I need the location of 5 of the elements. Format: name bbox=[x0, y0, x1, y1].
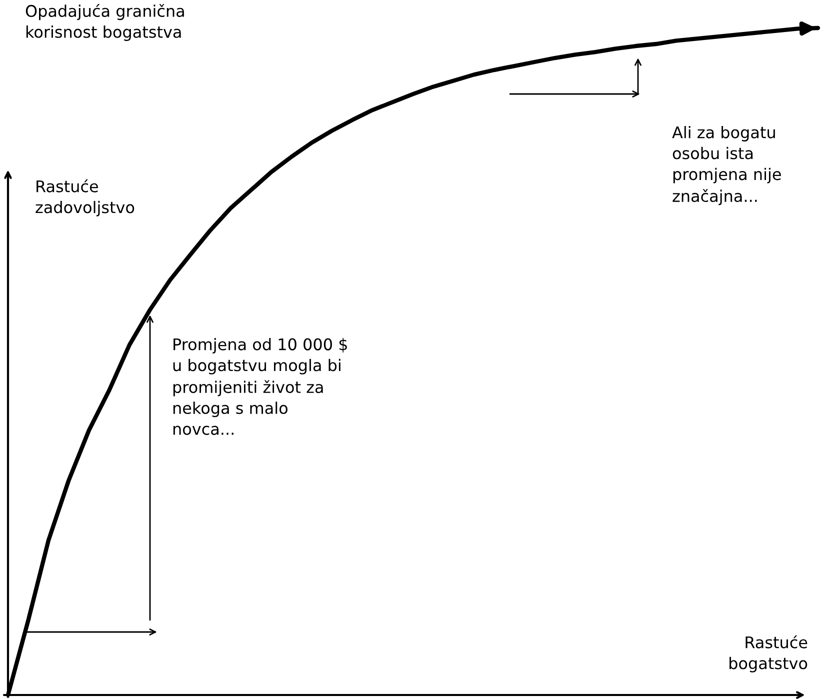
chart-title: Opadajuća granična korisnost bogatstva bbox=[26, 4, 184, 42]
x-axis-title: Rastuće bogatstvo bbox=[730, 635, 808, 672]
annotation: Ali za bogatu osobu ista promjena nije značajna... bbox=[672, 126, 781, 206]
y-axis-title: Rastuće zadovoljstvo bbox=[36, 179, 134, 216]
annotation: Promjena od 10 000 $ u bogatstvu mogla bi promijeniti život za nekoga s malo novca... bbox=[173, 338, 347, 435]
